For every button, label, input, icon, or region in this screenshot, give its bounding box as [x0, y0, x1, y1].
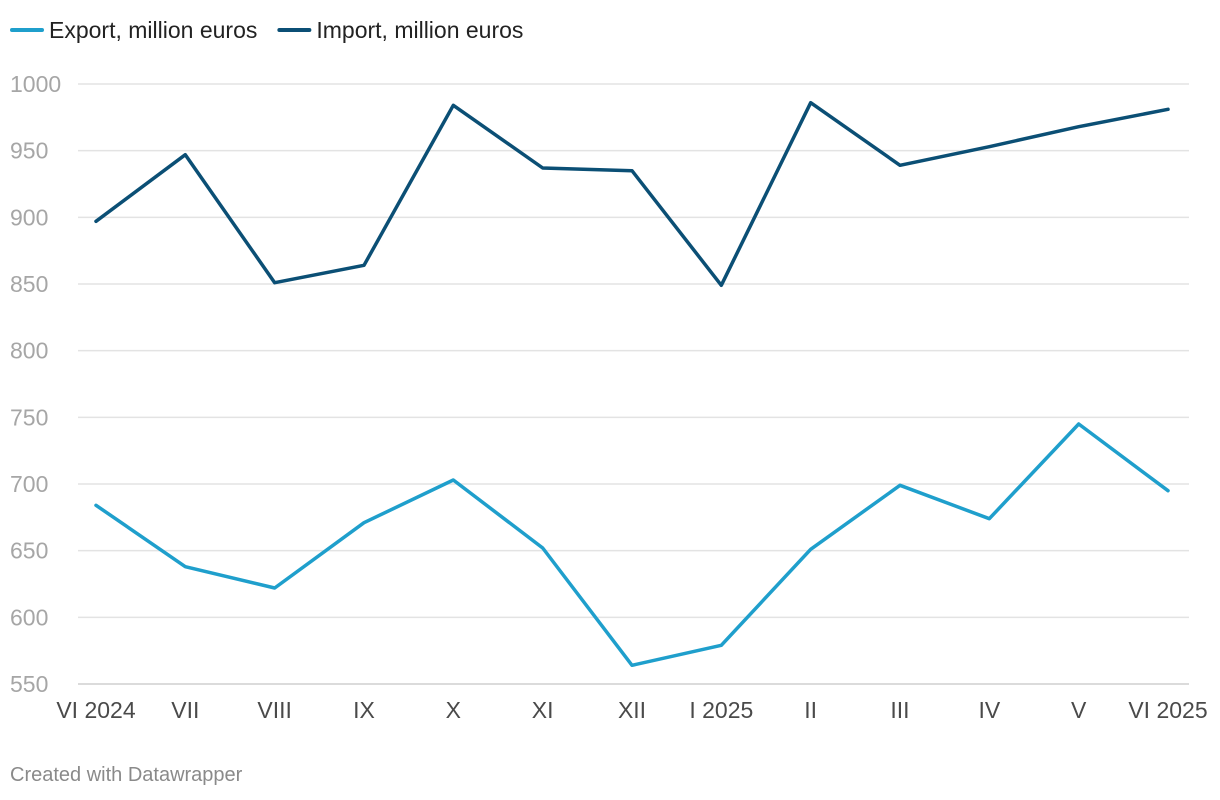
y-tick-label-750: 750 [10, 404, 48, 430]
y-tick-label-950: 950 [10, 138, 48, 164]
x-tick-label-10: IV [978, 697, 1000, 723]
y-axis: 550 600 650 700 750 800 850 900 950 1000 [10, 71, 61, 697]
y-tick-label-850: 850 [10, 271, 48, 297]
x-tick-label-0: VI 2024 [56, 697, 135, 723]
x-tick-label-4: X [446, 697, 461, 723]
y-tick-label-600: 600 [10, 604, 48, 630]
y-tick-label-800: 800 [10, 338, 48, 364]
x-tick-label-12: VI 2025 [1128, 697, 1207, 723]
legend: Export, million euros Import, million eur… [10, 17, 523, 43]
legend-label-export: Export, million euros [49, 17, 257, 43]
credit-text: Created with Datawrapper [10, 764, 243, 786]
y-tick-label-650: 650 [10, 538, 48, 564]
x-tick-label-9: III [890, 697, 909, 723]
x-tick-label-2: VIII [257, 697, 292, 723]
y-tick-label-700: 700 [10, 471, 48, 497]
series-line-export [94, 422, 1170, 668]
x-tick-label-5: XI [532, 697, 554, 723]
grid [78, 83, 1189, 685]
y-tick-label-550: 550 [10, 671, 48, 697]
x-tick-label-7: I 2025 [689, 697, 753, 723]
series-lines [94, 100, 1170, 668]
x-tick-label-1: VII [171, 697, 199, 723]
x-tick-label-6: XII [618, 697, 646, 723]
legend-label-import: Import, million euros [316, 17, 523, 43]
x-axis: VI 2024 VII VIII IX X XI XII I 2025 II III IV V VI 2… [56, 697, 1207, 723]
y-tick-label-1000: 1000 [10, 71, 61, 97]
x-tick-label-11: V [1071, 697, 1087, 723]
series-line-import [94, 100, 1170, 288]
x-tick-label-8: II [804, 697, 817, 723]
x-tick-label-3: IX [353, 697, 375, 723]
y-tick-label-900: 900 [10, 204, 48, 230]
